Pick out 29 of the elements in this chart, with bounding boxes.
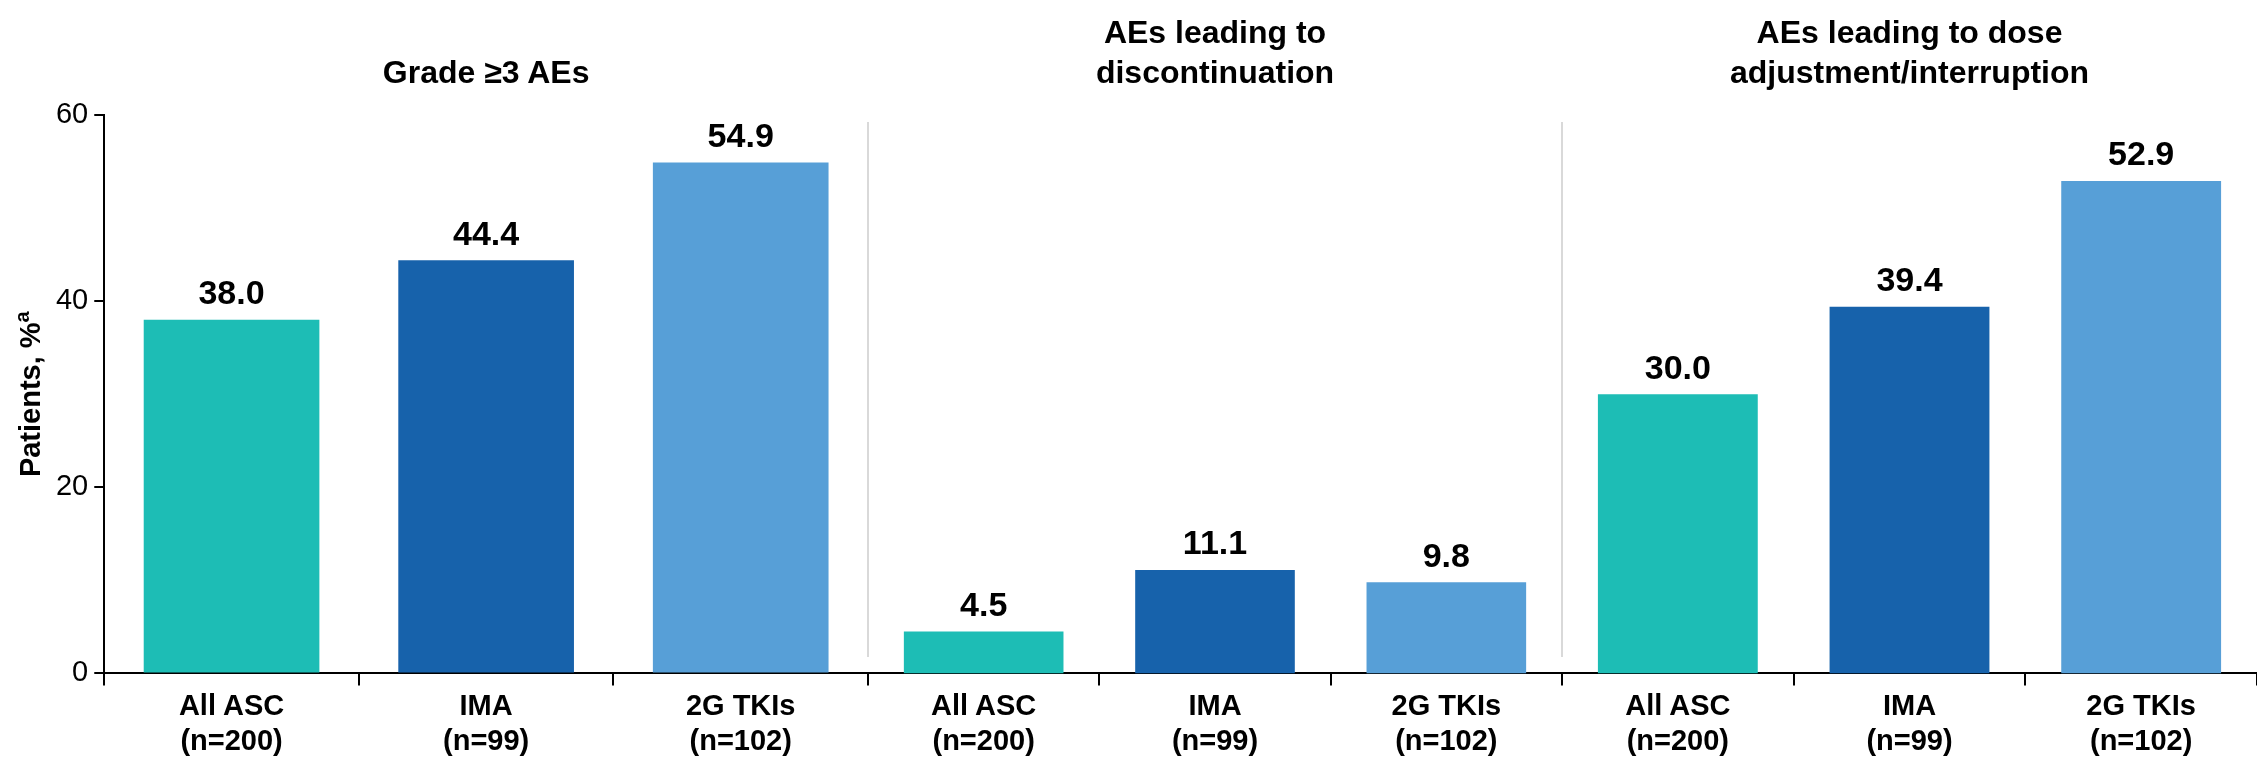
chart-title: AEs leading to dose adjustment/interruption <box>1729 14 2090 90</box>
y-tick-label: 20 <box>55 469 89 502</box>
chart-title: AEs leading to discontinuation <box>1095 14 1335 90</box>
x-tick-label: All ASC (n=200) <box>178 688 285 756</box>
x-tick-label: 2G TKIs (n=102) <box>685 688 796 756</box>
y-tick-label: 0 <box>72 655 89 688</box>
data-label: 38.0 <box>198 273 265 312</box>
data-label: 52.9 <box>2108 134 2175 173</box>
data-label: 54.9 <box>707 115 774 154</box>
data-label: 44.4 <box>453 213 520 252</box>
x-tick-label: IMA (n=99) <box>1866 688 1953 756</box>
y-tick-label: 60 <box>55 97 89 129</box>
y-axis-title: Patients, %a <box>10 310 46 478</box>
bar <box>398 260 574 673</box>
data-label: 4.5 <box>960 584 1008 623</box>
data-label: 11.1 <box>1182 523 1248 562</box>
x-tick-label: IMA (n=99) <box>1171 688 1259 756</box>
data-label: 9.8 <box>1422 535 1470 574</box>
data-label: 30.0 <box>1644 347 1711 386</box>
y-tick-label: 40 <box>55 283 89 316</box>
bar <box>143 319 320 673</box>
chart-title: Grade ≥3 AEs <box>382 54 590 90</box>
bar <box>652 162 829 673</box>
x-tick-label: All ASC (n=200) <box>931 688 1037 756</box>
x-tick-label: All ASC (n=200) <box>1625 688 1731 756</box>
x-tick-label: 2G TKIs (n=102) <box>2086 688 2196 756</box>
x-tick-label: IMA (n=99) <box>443 688 530 756</box>
x-tick-label: 2G TKIs (n=102) <box>1391 688 1502 756</box>
data-label: 39.4 <box>1876 260 1943 299</box>
